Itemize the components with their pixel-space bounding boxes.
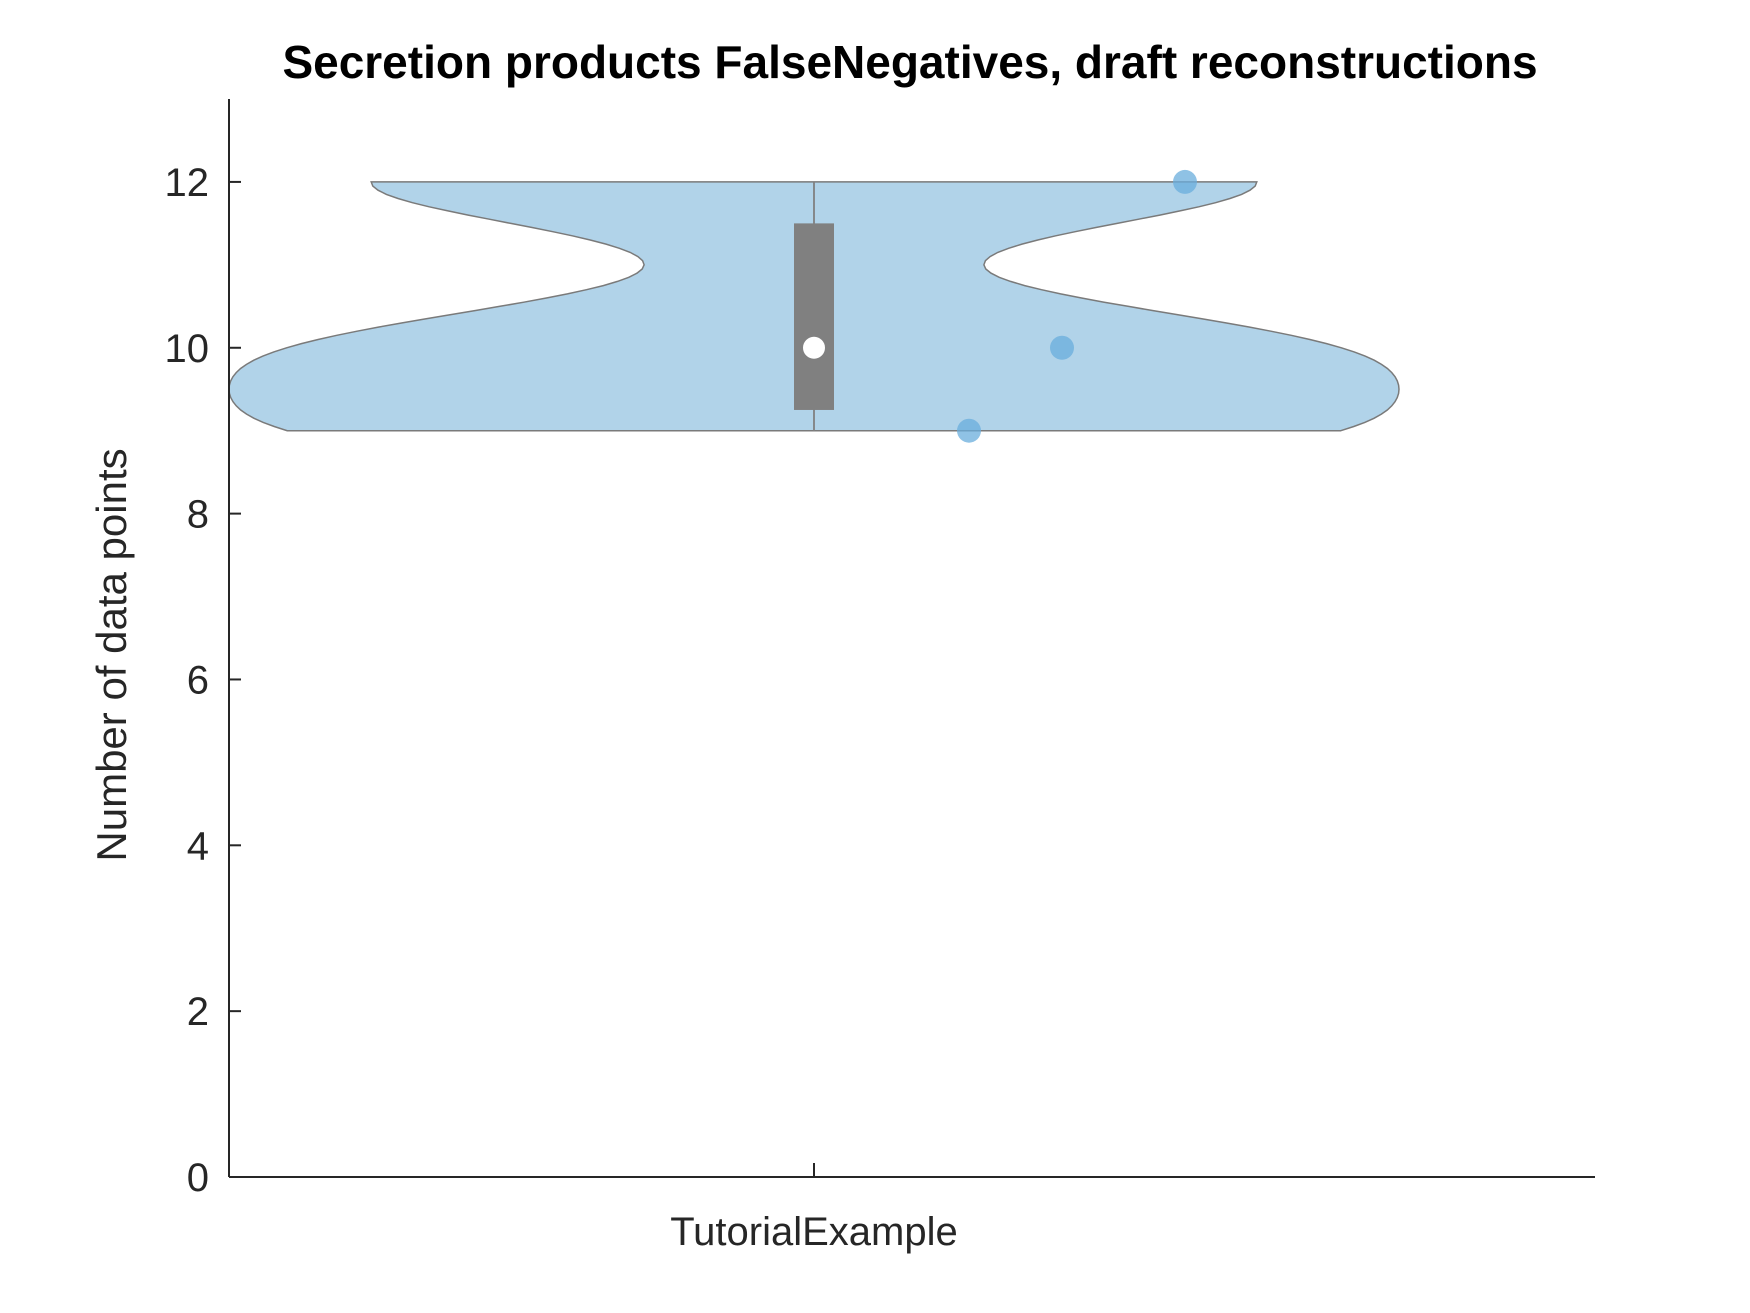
y-tick-label: 12 <box>165 161 210 205</box>
plot-area <box>228 169 1400 443</box>
data-point <box>1050 335 1074 360</box>
data-point <box>957 418 981 443</box>
y-tick-label: 2 <box>187 990 209 1034</box>
y-axis-label: Number of data points <box>88 448 135 861</box>
x-tick-label: TutorialExample <box>670 1210 958 1254</box>
y-tick-label: 0 <box>187 1156 209 1200</box>
y-axis-ticks: 0 2 4 6 8 10 12 <box>165 161 241 1200</box>
y-tick-label: 6 <box>187 658 209 702</box>
data-point <box>1173 169 1197 194</box>
violin-box <box>794 223 834 410</box>
median-marker <box>803 336 825 359</box>
x-axis-ticks: TutorialExample <box>670 1163 958 1254</box>
y-tick-label: 10 <box>165 327 210 371</box>
y-tick-label: 4 <box>187 824 209 868</box>
y-tick-label: 8 <box>187 493 209 537</box>
chart-title: Secretion products FalseNegatives, draft… <box>282 36 1537 88</box>
